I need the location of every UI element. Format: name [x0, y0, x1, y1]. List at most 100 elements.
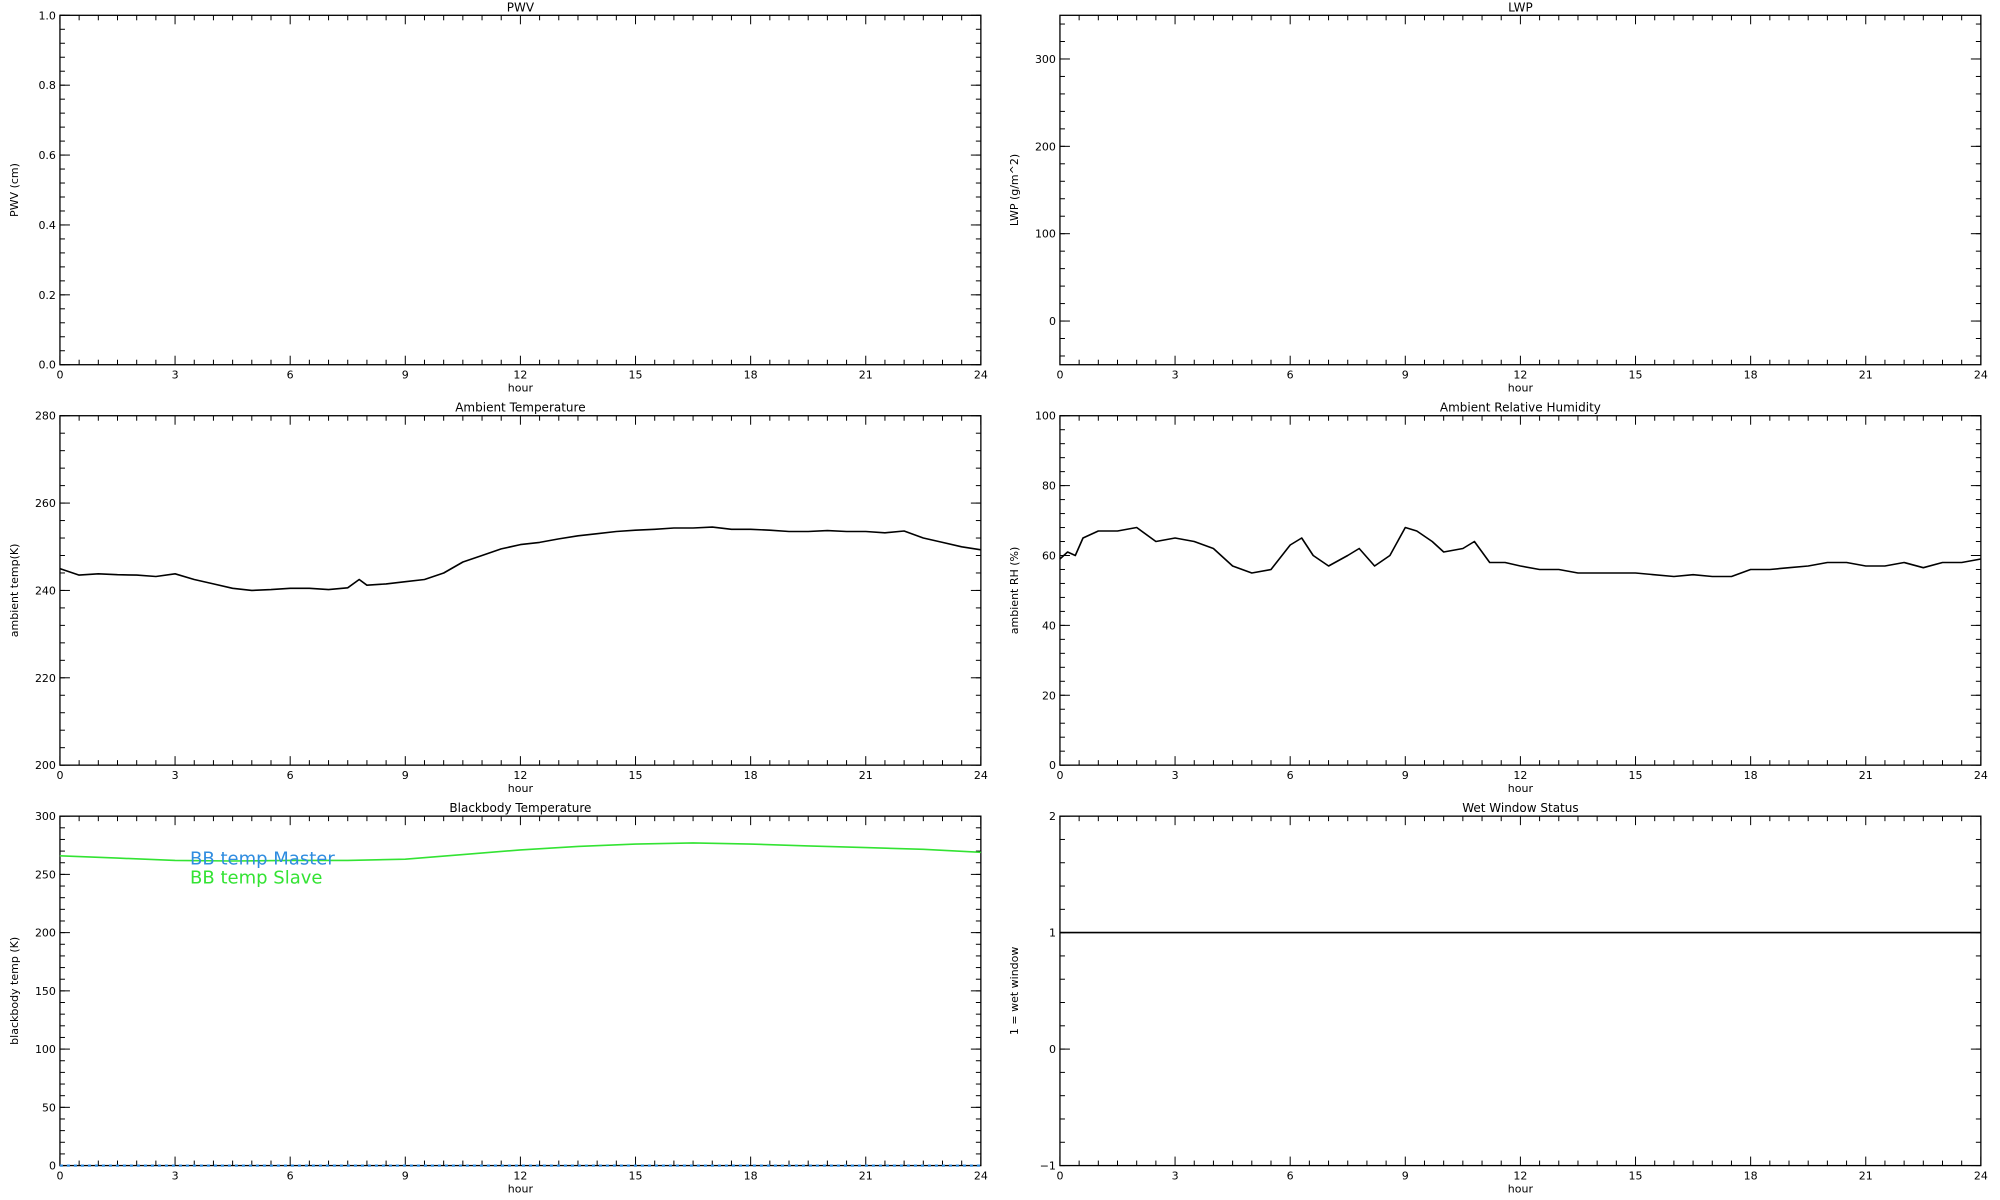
chart-1-ytick-label: 0 — [1049, 315, 1056, 328]
chart-5-ylabel: 1 = wet window — [1008, 947, 1021, 1036]
chart-5-ytick-label: 1 — [1049, 927, 1056, 940]
chart-2-ylabel: ambient temp(K) — [8, 544, 21, 638]
chart-4-ylabel: blackbody temp (K) — [8, 937, 21, 1045]
chart-4-xtick-label: 0 — [56, 1170, 63, 1183]
chart-3-xtick-label: 21 — [1859, 769, 1873, 782]
chart-3-ytick-label: 60 — [1042, 549, 1056, 562]
chart-5-xtick-label: 21 — [1859, 1170, 1873, 1183]
chart-3-xlabel: hour — [1508, 782, 1534, 795]
chart-0-ytick-label: 0.2 — [38, 289, 56, 302]
chart-0-ytick-label: 0.4 — [38, 219, 56, 232]
chart-3-ylabel: ambient RH (%) — [1008, 547, 1021, 635]
chart-0-xtick-label: 12 — [513, 369, 527, 382]
chart-0-xtick-label: 24 — [974, 369, 988, 382]
chart-4-ytick-label: 100 — [35, 1043, 56, 1056]
chart-1-xlabel: hour — [1508, 382, 1534, 395]
chart-2-xtick-label: 9 — [402, 769, 409, 782]
chart-4: Blackbody Temperature 0 3 6 9 12 15 18 21 24 0 50 10… — [8, 801, 988, 1195]
chart-1-frame — [1059, 14, 1982, 366]
chart-3-frame — [1059, 415, 1982, 766]
chart-0-xtick-label: 18 — [744, 369, 758, 382]
chart-3-ytick-label: 20 — [1042, 689, 1056, 702]
chart-3-xtick-label: 15 — [1629, 769, 1643, 782]
chart-0-xtick-label: 0 — [56, 369, 63, 382]
chart-2-xlabel: hour — [508, 782, 534, 795]
chart-3-xtick-label: 12 — [1513, 769, 1527, 782]
chart-0-ylabel: PWV (cm) — [8, 163, 21, 217]
chart-1: LWP 0 3 6 9 12 15 18 21 24 0 100 200 300 hour LWP (g/m^… — [1008, 0, 1988, 394]
chart-5-xtick-label: 9 — [1402, 1170, 1409, 1183]
chart-2-ytick-label: 200 — [35, 759, 56, 772]
chart-3-xtick-label: 6 — [1287, 769, 1294, 782]
chart-1-ytick-label: 100 — [1035, 228, 1056, 241]
chart-4-ytick-label: 50 — [42, 1101, 56, 1114]
chart-5-ytick-label: −1 — [1040, 1160, 1056, 1173]
chart-4-xtick-label: 6 — [287, 1170, 294, 1183]
chart-4-xtick-label: 18 — [744, 1170, 758, 1183]
chart-0-frame — [59, 14, 982, 366]
chart-1-xtick-label: 3 — [1172, 369, 1179, 382]
chart-5-xtick-label: 18 — [1744, 1170, 1758, 1183]
chart-2-xtick-label: 21 — [859, 769, 873, 782]
chart-4-ytick-label: 300 — [35, 810, 56, 823]
chart-2-ytick-label: 220 — [35, 672, 56, 685]
chart-1-xtick-label: 18 — [1744, 369, 1758, 382]
chart-1-xtick-label: 15 — [1629, 369, 1643, 382]
chart-4-ytick-label: 0 — [49, 1160, 56, 1173]
chart-3-xtick-label: 3 — [1172, 769, 1179, 782]
chart-1-xtick-label: 12 — [1513, 369, 1527, 382]
chart-4-legend-entry: BB temp Master — [190, 849, 335, 870]
chart-1-xtick-label: 21 — [1859, 369, 1873, 382]
chart-4-ytick-label: 250 — [35, 868, 56, 881]
chart-1-xtick-label: 9 — [1402, 369, 1409, 382]
chart-2-xtick-label: 0 — [56, 769, 63, 782]
chart-3-ytick-label: 0 — [1049, 759, 1056, 772]
chart-0-ytick-label: 0.8 — [38, 79, 56, 92]
chart-3-xtick-label: 18 — [1744, 769, 1758, 782]
chart-1-ytick-label: 200 — [1035, 140, 1056, 153]
chart-3-xtick-label: 9 — [1402, 769, 1409, 782]
chart-2-xtick-label: 24 — [974, 769, 988, 782]
chart-4-xtick-label: 24 — [974, 1170, 988, 1183]
chart-0-title: PWV — [507, 0, 535, 14]
chart-0-xtick-label: 21 — [859, 369, 873, 382]
chart-2-title: Ambient Temperature — [455, 401, 585, 415]
chart-5-xtick-label: 24 — [1974, 1170, 1988, 1183]
chart-0-xlabel: hour — [508, 382, 534, 395]
chart-5-frame — [1059, 815, 1982, 1167]
chart-5-xtick-label: 0 — [1056, 1170, 1063, 1183]
chart-4-title: Blackbody Temperature — [449, 801, 591, 815]
chart-0-xtick-label: 3 — [172, 369, 179, 382]
chart-1-ytick-label: 300 — [1035, 53, 1056, 66]
chart-3-ytick-label: 40 — [1042, 619, 1056, 632]
chart-4-legend-entry: BB temp Slave — [190, 868, 322, 889]
chart-2-ytick-label: 240 — [35, 584, 56, 597]
chart-1-ylabel: LWP (g/m^2) — [1008, 154, 1021, 226]
chart-2-xtick-label: 3 — [172, 769, 179, 782]
chart-0-xtick-label: 9 — [402, 369, 409, 382]
chart-3-ytick-label: 100 — [1035, 410, 1056, 423]
chart-3-title: Ambient Relative Humidity — [1440, 401, 1601, 415]
chart-5-ytick-label: 0 — [1049, 1043, 1056, 1056]
chart-3-xtick-label: 0 — [1056, 769, 1063, 782]
chart-0-xtick-label: 6 — [287, 369, 294, 382]
chart-2-xtick-label: 6 — [287, 769, 294, 782]
chart-4-xtick-label: 9 — [402, 1170, 409, 1183]
chart-5-xtick-label: 15 — [1629, 1170, 1643, 1183]
chart-0-ytick-label: 1.0 — [38, 9, 56, 22]
chart-2: Ambient Temperature 0 3 6 9 12 15 18 21 24 200 220 2… — [8, 401, 988, 795]
chart-4-ytick-label: 150 — [35, 985, 56, 998]
chart-5-xtick-label: 12 — [1513, 1170, 1527, 1183]
chart-0: PWV 0 3 6 9 12 15 18 21 24 0.0 0.2 0.4 0.6 0.8 1.0 hour P… — [8, 0, 988, 394]
chart-3-ytick-label: 80 — [1042, 480, 1056, 493]
chart-4-ytick-label: 200 — [35, 927, 56, 940]
chart-2-xtick-label: 12 — [513, 769, 527, 782]
chart-5-ytick-label: 2 — [1049, 810, 1056, 823]
chart-2-ytick-label: 260 — [35, 497, 56, 510]
chart-2-xtick-label: 18 — [744, 769, 758, 782]
chart-2-frame — [59, 415, 982, 766]
chart-5-xlabel: hour — [1508, 1183, 1534, 1196]
chart-4-xtick-label: 3 — [172, 1170, 179, 1183]
